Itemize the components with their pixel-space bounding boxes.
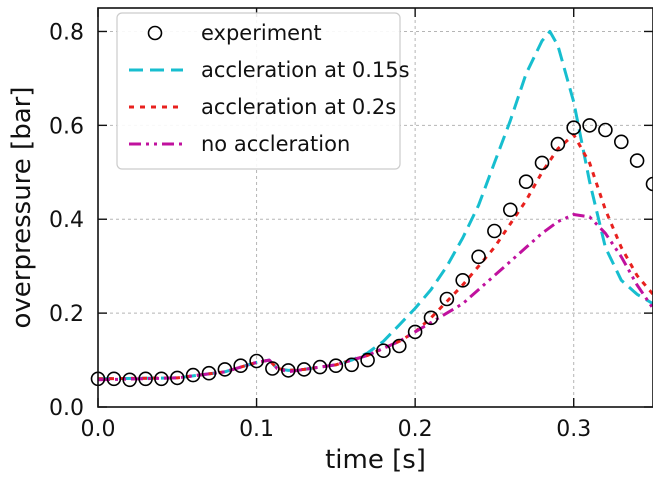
- data-point-experiment: [629, 153, 645, 168]
- data-point-experiment: [170, 370, 185, 386]
- legend-marker-experiment: [147, 25, 163, 41]
- data-point-experiment: [233, 358, 248, 374]
- data-point-experiment: [376, 343, 391, 359]
- y-tick-label: 0.6: [49, 114, 84, 139]
- data-point-experiment: [122, 372, 137, 388]
- data-point-experiment: [645, 176, 653, 192]
- y-tick-label: 0.8: [49, 20, 84, 45]
- plot-series: [90, 30, 653, 388]
- legend: experiment accleration at 0.15s accleratio…: [116, 12, 410, 170]
- data-point-experiment: [391, 338, 407, 354]
- axis-ticks: 0.0 0.1 0.2 0.3 0.0 0.2 0.4 0.6 0.8: [49, 8, 653, 442]
- x-tick-label: 0.2: [398, 417, 433, 442]
- series-line-no-accleration: [97, 213, 653, 382]
- data-point-experiment: [201, 365, 217, 381]
- series-line-accleration-at-0-15s: [97, 30, 653, 381]
- data-point-experiment: [550, 136, 566, 152]
- data-point-experiment: [439, 291, 455, 307]
- x-tick-label: 0.1: [239, 417, 274, 442]
- plot-frame: [97, 7, 653, 408]
- legend-label: accleration at 0.15s: [201, 58, 410, 82]
- data-point-experiment: [598, 122, 613, 138]
- series-line-accleration-at-0-2s: [97, 133, 653, 381]
- data-point-experiment: [471, 249, 486, 265]
- data-point-experiment: [582, 118, 597, 133]
- data-point-experiment: [138, 371, 153, 387]
- legend-label: experiment: [201, 21, 322, 45]
- data-point-experiment: [566, 120, 582, 135]
- y-tick-label: 0.0: [49, 396, 84, 421]
- data-point-experiment: [423, 310, 439, 326]
- data-point-experiment: [265, 361, 280, 376]
- data-point-experiment: [106, 371, 122, 387]
- legend-label: no accleration: [201, 132, 350, 156]
- data-point-experiment: [360, 352, 375, 368]
- legend-label: accleration at 0.2s: [201, 95, 396, 119]
- data-point-experiment: [154, 371, 169, 387]
- data-point-experiment: [407, 324, 423, 340]
- data-point-experiment: [613, 134, 629, 150]
- data-point-experiment: [344, 357, 360, 373]
- data-point-experiment: [518, 174, 534, 189]
- data-point-experiment: [296, 362, 312, 377]
- data-point-experiment: [487, 223, 502, 239]
- x-tick-label: 0.3: [556, 417, 591, 442]
- data-point-experiment: [312, 359, 328, 375]
- x-axis-label: time [s]: [325, 445, 426, 475]
- legend-box: [116, 12, 401, 170]
- data-point-experiment: [217, 362, 233, 377]
- data-point-experiment: [502, 202, 518, 218]
- data-point-experiment: [280, 363, 296, 378]
- y-tick-label: 0.2: [49, 302, 84, 327]
- data-point-experiment: [328, 358, 344, 374]
- data-point-experiment: [455, 272, 471, 288]
- data-point-experiment: [185, 367, 201, 383]
- y-tick-label: 0.4: [49, 208, 84, 233]
- data-point-experiment: [534, 155, 550, 171]
- x-tick-label: 0.0: [81, 417, 116, 442]
- y-axis-label: overpressure [bar]: [7, 87, 37, 329]
- data-point-experiment: [249, 353, 264, 369]
